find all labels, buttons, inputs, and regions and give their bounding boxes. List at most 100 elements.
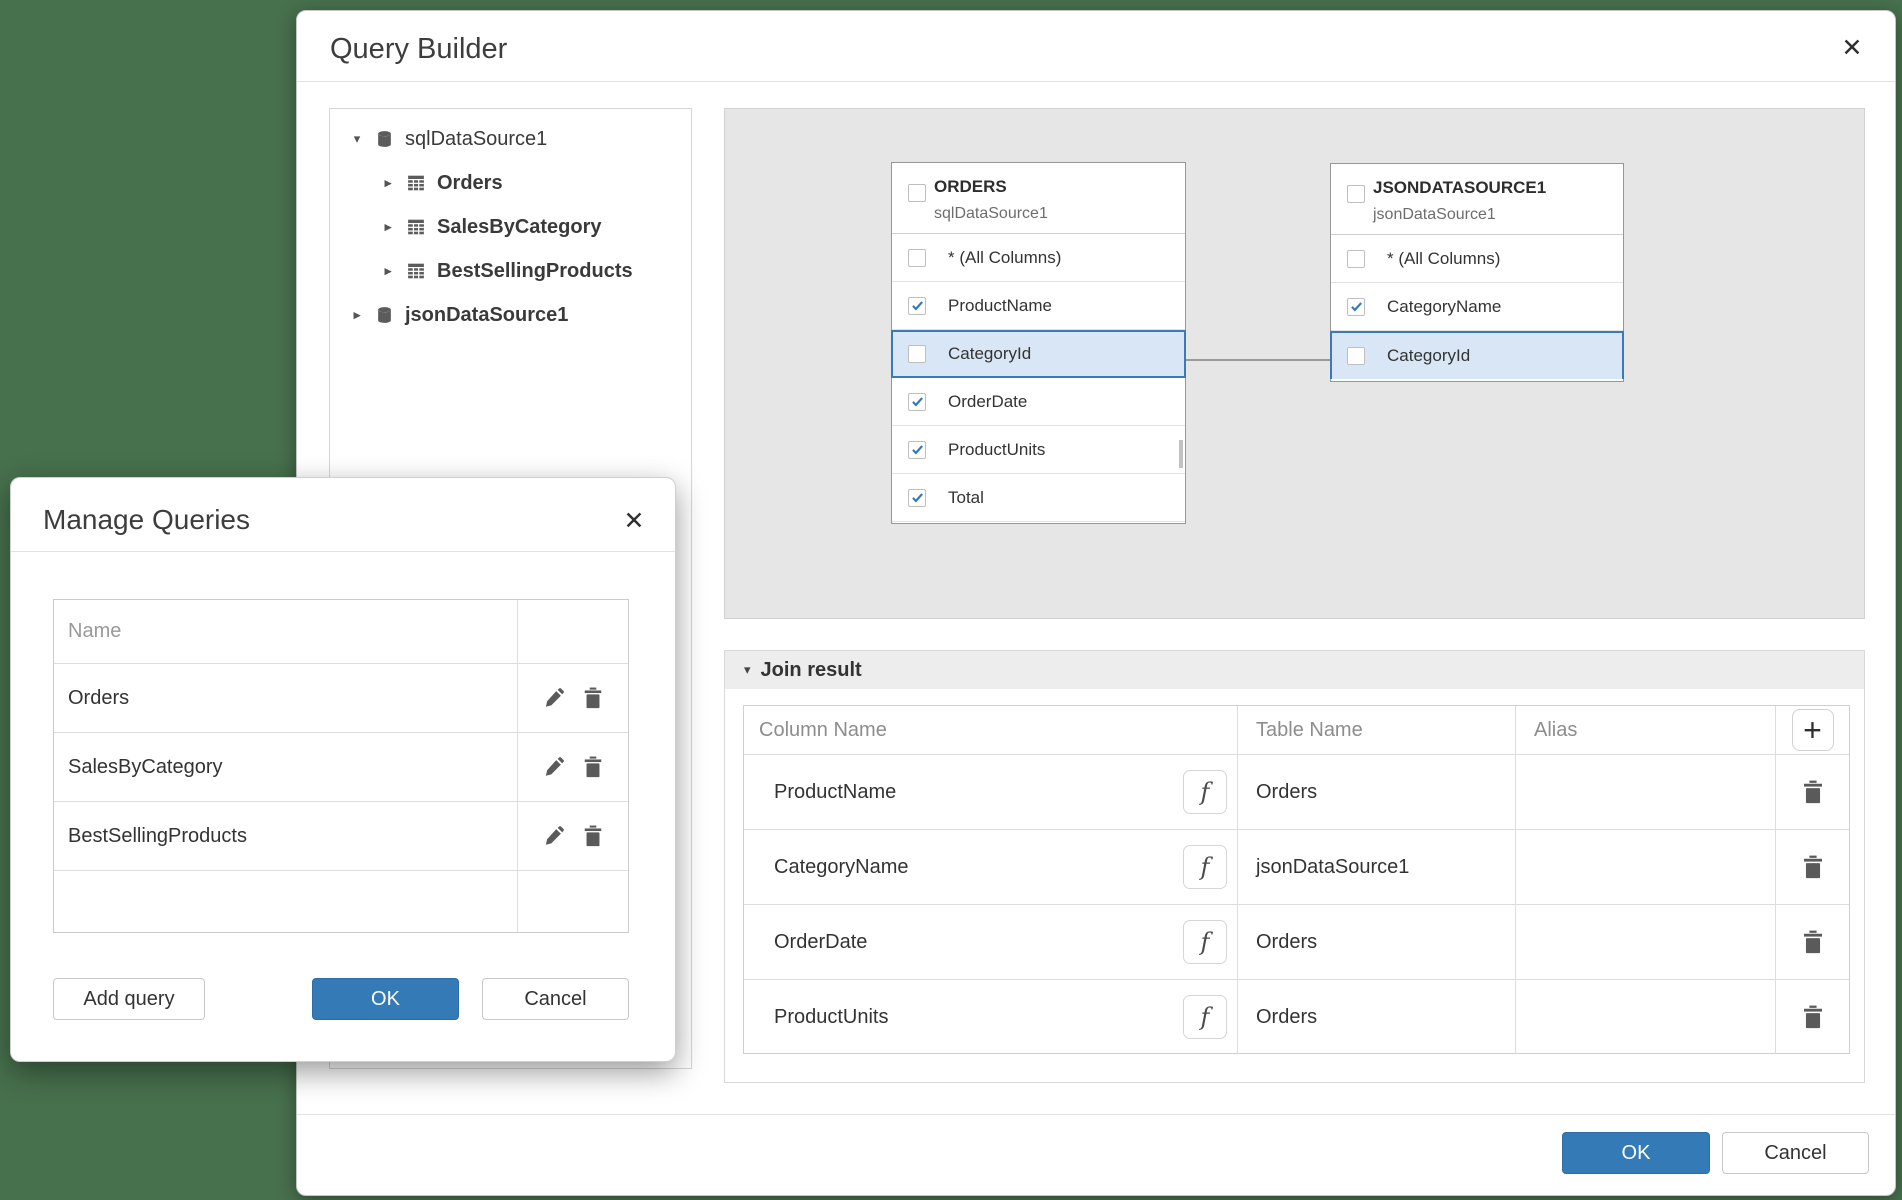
column-name-value: OrderDate [774,930,868,953]
collapse-triangle-icon[interactable]: ▾ [744,662,751,677]
table-card-header: JSONDATASOURCE1 jsonDataSource1 [1331,164,1623,235]
join-result-section: ▾ Join result Column Name Table Name Ali… [724,650,1865,1083]
table-card-orders: ORDERS sqlDataSource1 * (All Columns) Pr… [891,162,1186,524]
column-checkbox-checked[interactable] [908,392,926,411]
column-checkbox-checked[interactable] [1347,297,1365,316]
column-row-categoryid-highlighted[interactable]: CategoryId [891,330,1186,378]
table-card-jsondatasource1: JSONDATASOURCE1 jsonDataSource1 * (All C… [1330,163,1624,382]
query-row-orders[interactable]: Orders [54,663,628,732]
add-query-button[interactable]: Add query [53,978,205,1020]
close-icon[interactable]: ✕ [623,507,645,535]
column-row-total[interactable]: Total [892,474,1185,522]
column-checkbox[interactable] [908,248,926,267]
title-divider [297,81,1895,82]
pencil-icon [545,688,564,707]
join-result-header[interactable]: ▾ Join result [725,651,1864,689]
column-checkbox-checked[interactable] [908,296,926,315]
query-name: BestSellingProducts [54,802,518,870]
empty-name-cell [54,871,518,932]
delete-query-button[interactable] [583,825,603,847]
cancel-button[interactable]: Cancel [1722,1132,1869,1174]
pencil-icon [545,826,564,845]
delete-query-button[interactable] [583,687,603,709]
delete-row-button[interactable] [1776,830,1849,904]
alias-cell[interactable] [1516,830,1776,904]
function-button[interactable]: f [1183,770,1227,814]
function-button[interactable]: f [1183,995,1227,1039]
table-card-subtitle: sqlDataSource1 [934,205,1048,222]
function-button[interactable]: f [1183,920,1227,964]
fx-icon: f [1200,928,1210,956]
column-name-cell: ProductName f [744,755,1238,829]
table-checkbox[interactable] [908,184,926,202]
chevron-down-icon[interactable]: ▾ [353,131,361,146]
trash-icon [1803,930,1822,954]
column-checkbox-checked[interactable] [908,488,926,507]
column-label: CategoryName [1387,296,1502,316]
column-label: Total [948,487,984,507]
manage-queries-dialog: Manage Queries ✕ Name Orders SalesByCate… [10,477,676,1062]
alias-cell[interactable] [1516,905,1776,979]
delete-row-button[interactable] [1776,980,1849,1054]
tree-item-salesbycategory[interactable]: ▸ SalesByCategory [330,205,691,249]
card-scrollbar-thumb[interactable] [1179,440,1183,468]
query-row-bestsellingproducts[interactable]: BestSellingProducts [54,801,628,870]
query-row-salesbycategory[interactable]: SalesByCategory [54,732,628,801]
column-row-categoryid-highlighted[interactable]: CategoryId [1330,331,1624,379]
table-card-subtitle: jsonDataSource1 [1373,206,1496,223]
table-name-cell: Orders [1238,755,1516,829]
ok-button[interactable]: OK [1562,1132,1710,1174]
dialog-title: Query Builder [330,33,508,65]
join-result-table: Column Name Table Name Alias + ProductNa… [743,705,1850,1054]
tree-item-sqldatasource1[interactable]: ▾ sqlDataSource1 [330,117,691,161]
edit-query-button[interactable] [543,756,565,778]
trash-icon [584,825,602,847]
column-checkbox[interactable] [1347,249,1365,268]
column-checkbox-checked[interactable] [908,440,926,459]
alias-cell[interactable] [1516,755,1776,829]
name-header: Name [54,600,518,663]
column-label: OrderDate [948,391,1028,411]
chevron-right-icon[interactable]: ▸ [384,263,392,278]
alias-cell[interactable] [1516,980,1776,1054]
fx-icon: f [1200,853,1210,881]
delete-row-button[interactable] [1776,755,1849,829]
delete-row-button[interactable] [1776,905,1849,979]
chevron-right-icon[interactable]: ▸ [353,307,361,322]
table-icon [407,174,425,192]
empty-table-row [54,870,628,932]
tree-item-label: sqlDataSource1 [405,127,548,150]
column-name-value: CategoryName [774,855,909,878]
column-checkbox[interactable] [1347,347,1365,365]
edit-query-button[interactable] [543,687,565,709]
column-row-productunits[interactable]: ProductUnits [892,426,1185,474]
add-column-button[interactable]: + [1791,709,1834,751]
column-row-all-columns[interactable]: * (All Columns) [892,234,1185,282]
delete-query-button[interactable] [583,756,603,778]
edit-query-button[interactable] [543,825,565,847]
query-name: SalesByCategory [54,733,518,801]
column-checkbox[interactable] [908,345,926,363]
footer-divider [297,1114,1895,1115]
join-connector-line[interactable] [1185,359,1331,361]
column-row-orderdate[interactable]: OrderDate [892,378,1185,426]
actions-header [518,600,628,663]
cancel-button[interactable]: Cancel [482,978,629,1020]
ok-button[interactable]: OK [312,978,459,1020]
chevron-right-icon[interactable]: ▸ [384,219,392,234]
queries-table: Name Orders SalesByCategory BestSellingP… [53,599,629,933]
tree-item-bestsellingproducts[interactable]: ▸ BestSellingProducts [330,249,691,293]
pencil-icon [545,757,564,776]
close-icon[interactable]: ✕ [1841,34,1863,62]
table-checkbox[interactable] [1347,185,1365,203]
column-row-all-columns[interactable]: * (All Columns) [1331,235,1623,283]
tree-item-jsondatasource1[interactable]: ▸ jsonDataSource1 [330,293,691,337]
tree-item-orders[interactable]: ▸ Orders [330,161,691,205]
function-button[interactable]: f [1183,845,1227,889]
column-row-productname[interactable]: ProductName [892,282,1185,330]
column-row-categoryname[interactable]: CategoryName [1331,283,1623,331]
trash-icon [584,687,602,709]
tree-item-label: BestSellingProducts [437,259,633,282]
chevron-right-icon[interactable]: ▸ [384,175,392,190]
title-divider [11,551,675,552]
